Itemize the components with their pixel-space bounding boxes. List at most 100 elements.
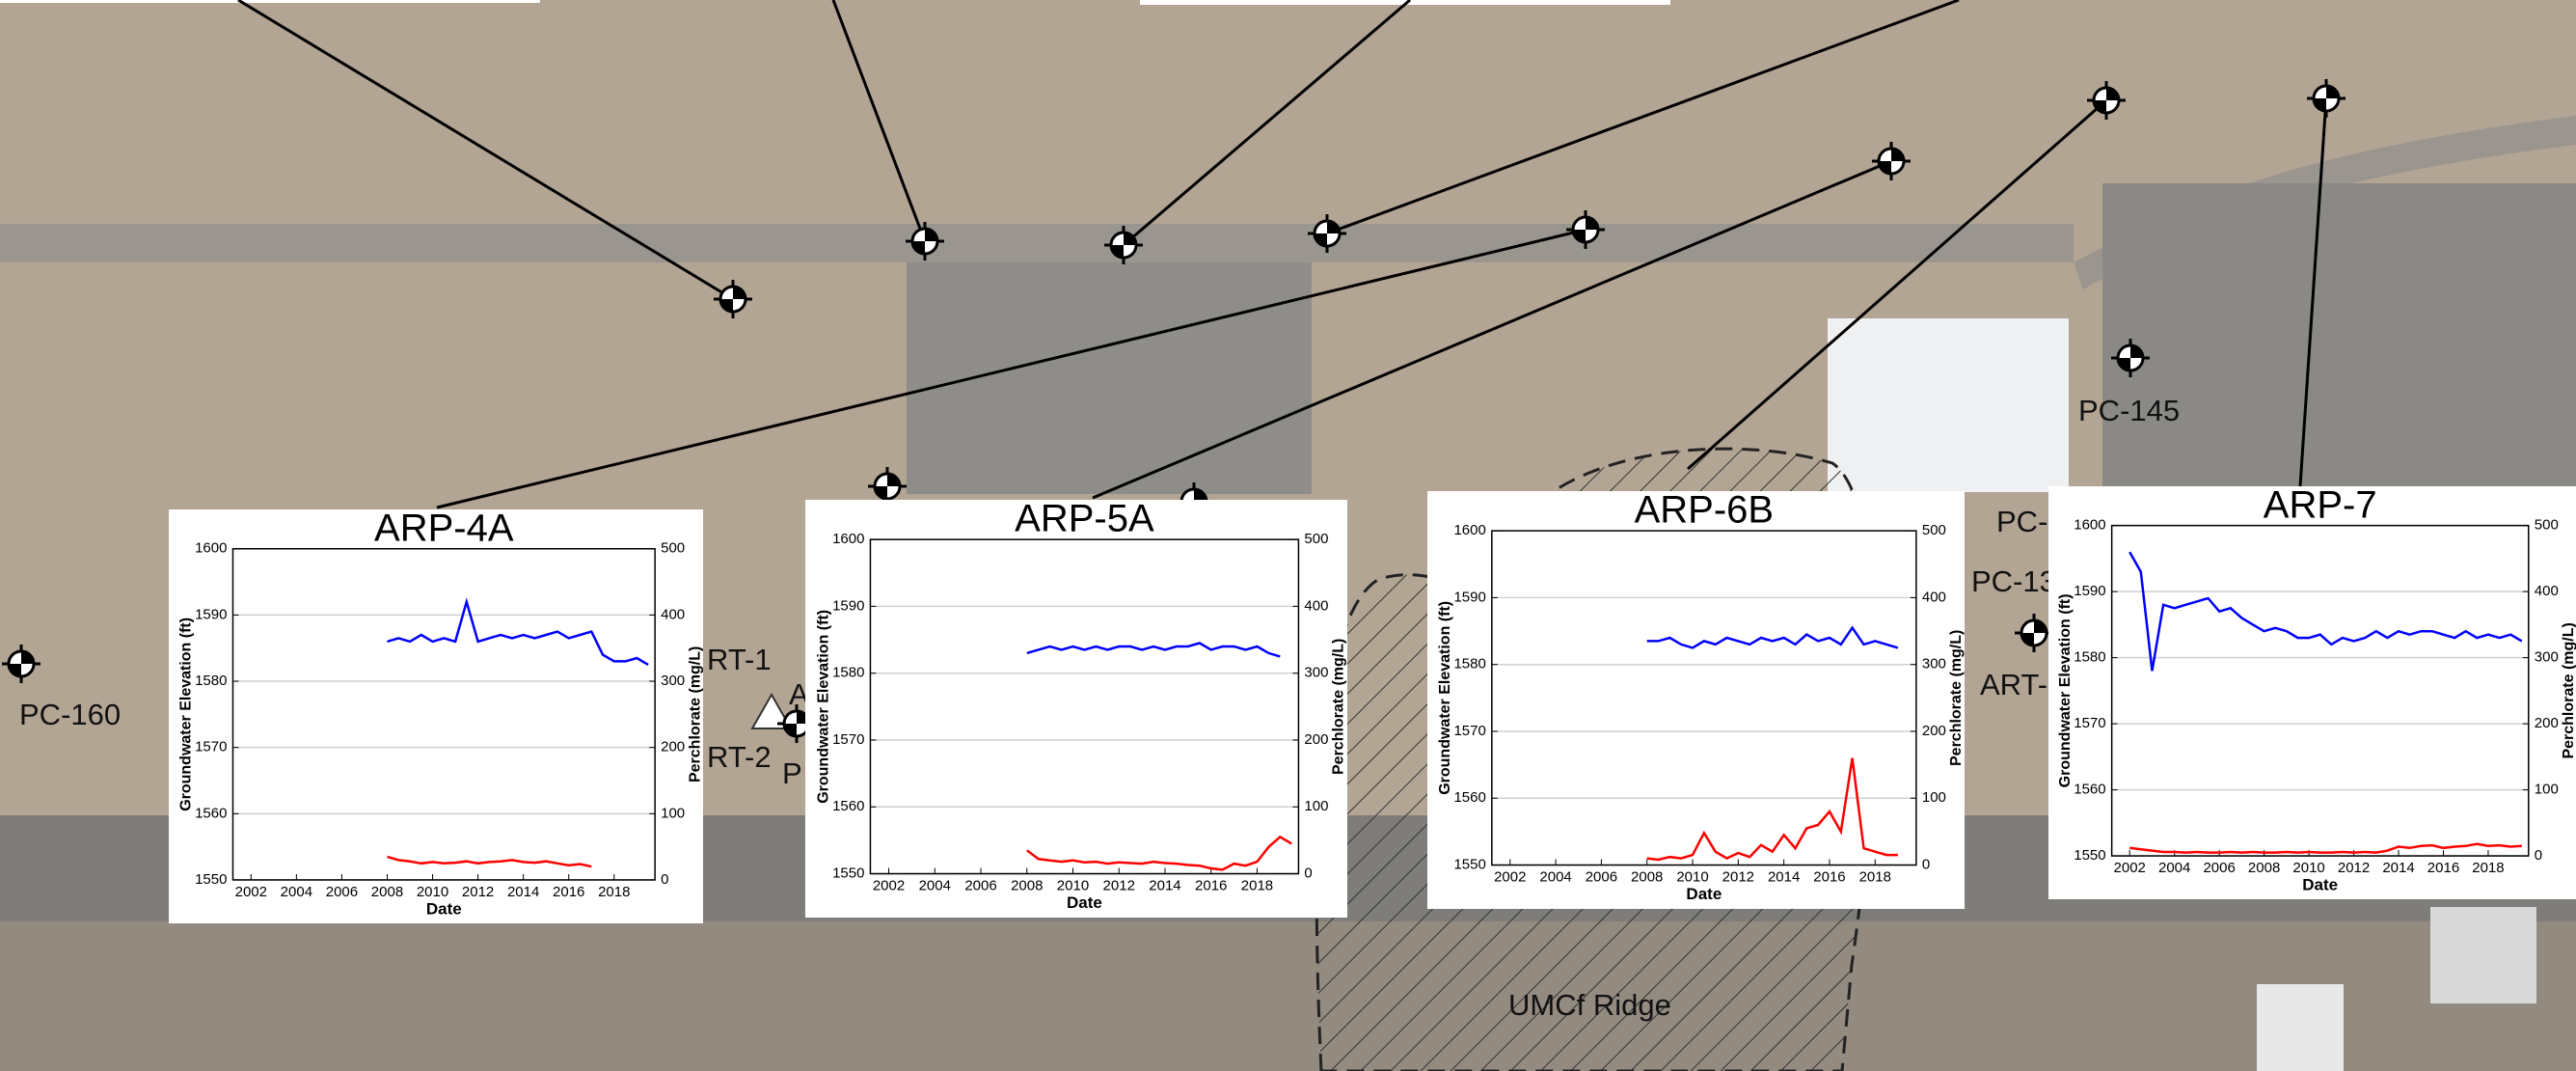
y2-tick-label: 500 <box>1922 522 1946 538</box>
y2-tick-label: 400 <box>1922 589 1946 605</box>
x-axis-label: Date <box>1067 893 1102 912</box>
x-axis-label: Date <box>426 899 462 918</box>
y-tick-label: 1600 <box>1453 522 1485 538</box>
page: {"map_labels": ["PC-160", "PC-145", "RT-… <box>0 0 2576 1071</box>
x-tick-label: 2014 <box>507 884 539 900</box>
y2-axis-label: Perchlorate (mg/L) <box>1331 639 1347 775</box>
y2-axis-label: Perchlorate (mg/L) <box>1948 630 1965 766</box>
map: PC-160PC-145RT-1RT-2PAPC-PC-13ART-UMCf R… <box>0 0 2576 1071</box>
y-tick-label: 1560 <box>2074 782 2105 798</box>
y-tick-label: 1570 <box>2074 715 2105 731</box>
x-tick-label: 2002 <box>235 884 267 900</box>
y2-tick-label: 100 <box>661 805 685 821</box>
building <box>2257 984 2344 1071</box>
x-tick-label: 2012 <box>1722 869 1754 886</box>
x-tick-label: 2012 <box>2338 860 2370 876</box>
y-tick-label: 1580 <box>832 665 864 681</box>
y-axis-label: Groundwater Elevation (ft) <box>816 610 832 804</box>
x-tick-label: 2004 <box>919 878 951 894</box>
y2-tick-label: 200 <box>661 739 685 755</box>
y2-tick-label: 0 <box>1304 865 1312 882</box>
y2-tick-label: 300 <box>1922 656 1946 673</box>
chart-title: ARP-6B <box>1635 489 1775 532</box>
x-tick-label: 2016 <box>1195 878 1227 894</box>
y2-tick-label: 100 <box>2535 782 2559 798</box>
x-tick-label: 2010 <box>417 884 448 900</box>
y-tick-label: 1600 <box>195 540 227 557</box>
y2-tick-label: 400 <box>661 606 685 622</box>
y-tick-label: 1550 <box>1453 857 1485 873</box>
x-tick-label: 2012 <box>1103 878 1135 894</box>
y2-tick-label: 0 <box>2535 847 2542 864</box>
y-tick-label: 1560 <box>1453 789 1485 806</box>
chart-inset: ARP-4A 1550 1560 1570 1580 1590 1600 0 100 200 300… <box>169 508 703 923</box>
y-axis-label: Groundwater Elevation (ft) <box>2057 593 2074 787</box>
lot <box>0 921 2576 1071</box>
x-tick-label: 2008 <box>1011 878 1043 894</box>
y2-axis-label: Perchlorate (mg/L) <box>2561 622 2576 758</box>
y-tick-label: 1560 <box>195 805 227 821</box>
box-edge <box>0 0 540 3</box>
x-tick-label: 2018 <box>598 884 630 900</box>
y2-tick-label: 0 <box>661 871 668 888</box>
y2-tick-label: 100 <box>1922 789 1946 806</box>
y-tick-label: 1550 <box>832 865 864 882</box>
y-tick-label: 1550 <box>2074 847 2105 864</box>
y2-tick-label: 400 <box>2535 583 2559 599</box>
x-tick-label: 2014 <box>1768 869 1800 886</box>
map-label: PC-145 <box>2078 394 2180 427</box>
x-tick-label: 2008 <box>1631 869 1663 886</box>
x-tick-label: 2008 <box>2248 860 2280 876</box>
y-tick-label: 1550 <box>195 871 227 888</box>
x-tick-label: 2014 <box>1149 878 1180 894</box>
x-tick-label: 2004 <box>1539 869 1571 886</box>
map-label: UMCf Ridge <box>1508 988 1671 1022</box>
map-label: PC-160 <box>19 698 121 731</box>
x-tick-label: 2002 <box>873 878 905 894</box>
x-tick-label: 2006 <box>964 878 996 894</box>
y-tick-label: 1580 <box>195 673 227 689</box>
x-tick-label: 2018 <box>1859 869 1891 886</box>
y2-tick-label: 300 <box>2535 649 2559 666</box>
y-tick-label: 1600 <box>832 531 864 547</box>
chart-title: ARP-7 <box>2264 484 2377 527</box>
x-tick-label: 2006 <box>326 884 358 900</box>
x-tick-label: 2012 <box>462 884 494 900</box>
y-tick-label: 1600 <box>2074 517 2105 534</box>
map-label: ART- <box>1980 668 2047 701</box>
x-tick-label: 2014 <box>2382 860 2414 876</box>
y2-tick-label: 0 <box>1922 857 1930 873</box>
y2-tick-label: 200 <box>2535 715 2559 731</box>
x-tick-label: 2016 <box>2427 860 2459 876</box>
y-tick-label: 1570 <box>1453 723 1485 739</box>
y-tick-label: 1590 <box>832 597 864 614</box>
chart-title: ARP-5A <box>1015 498 1154 540</box>
chart-title: ARP-4A <box>374 508 514 550</box>
y2-tick-label: 200 <box>1922 723 1946 739</box>
x-tick-label: 2006 <box>2203 860 2235 876</box>
building <box>1828 318 2069 492</box>
x-tick-label: 2016 <box>1813 869 1845 886</box>
parking-lot <box>2102 183 2576 492</box>
y2-tick-label: 400 <box>1304 597 1328 614</box>
map-label: PC- <box>1996 505 2047 538</box>
map-label: RT-1 <box>707 643 772 676</box>
y2-tick-label: 300 <box>661 673 685 689</box>
x-tick-label: 2008 <box>371 884 403 900</box>
road <box>0 224 2074 262</box>
y2-tick-label: 500 <box>1304 531 1328 547</box>
y-axis-label: Groundwater Elevation (ft) <box>178 618 195 811</box>
x-axis-label: Date <box>2302 876 2338 894</box>
x-axis-label: Date <box>1686 885 1722 903</box>
y-tick-label: 1570 <box>832 731 864 748</box>
y-tick-label: 1590 <box>195 606 227 622</box>
x-tick-label: 2010 <box>1676 869 1708 886</box>
y-tick-label: 1570 <box>195 739 227 755</box>
chart-background <box>2048 486 2576 899</box>
map-label: RT-2 <box>707 740 772 774</box>
x-tick-label: 2018 <box>2472 860 2504 876</box>
x-tick-label: 2018 <box>1241 878 1273 894</box>
x-tick-label: 2004 <box>2158 860 2190 876</box>
y2-tick-label: 500 <box>2535 517 2559 534</box>
y-tick-label: 1590 <box>2074 583 2105 599</box>
